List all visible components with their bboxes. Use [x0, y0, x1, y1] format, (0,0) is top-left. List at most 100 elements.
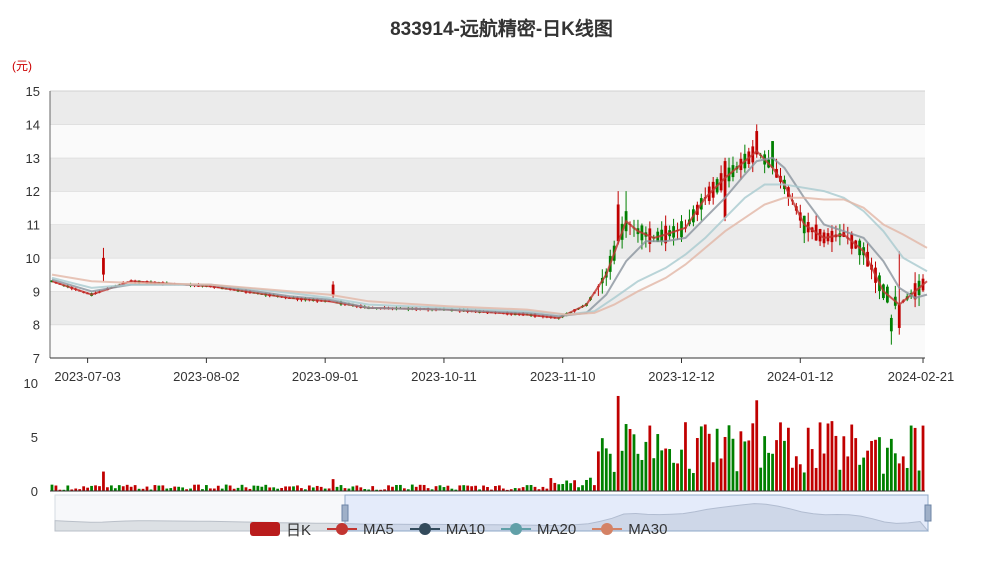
candle-body [897, 304, 901, 328]
volume-bar [466, 485, 470, 491]
legend-item-ma10[interactable]: MA10 [409, 521, 485, 538]
volume-bar [874, 439, 877, 491]
volume-bar [759, 467, 763, 491]
volume-bar [577, 487, 580, 491]
volume-bar [339, 485, 343, 491]
volume-bar [74, 488, 78, 491]
volume-bar [585, 479, 588, 491]
y-tick-label: 9 [33, 284, 40, 299]
grid-band [50, 324, 925, 358]
volume-bar [854, 438, 858, 491]
volume-bar [98, 486, 101, 491]
volume-bar [901, 456, 905, 491]
legend-item-ma5[interactable]: MA5 [327, 521, 394, 538]
volume-bar [882, 473, 885, 491]
volume-bar [458, 485, 462, 491]
volume-bar [383, 489, 386, 491]
grid-bands [50, 90, 925, 358]
volume-bar [866, 450, 869, 491]
volume-bar [715, 428, 719, 491]
legend-label: MA20 [537, 520, 577, 538]
volume-bar [399, 484, 402, 491]
candle-body [755, 131, 759, 155]
volume-bar [201, 489, 204, 491]
volume-bar [327, 488, 331, 491]
volume-bar [747, 440, 751, 491]
volume-bar [620, 450, 624, 491]
volume-bar [604, 448, 608, 491]
volume-bar [395, 485, 398, 491]
volume-bar [387, 485, 390, 491]
grid-band [50, 257, 925, 292]
ma-lines [51, 149, 928, 320]
volume-bar [189, 488, 192, 491]
zoom-handle [924, 504, 932, 522]
volume-bar [70, 489, 74, 491]
legend-swatch [592, 522, 623, 536]
volume-bar [58, 489, 62, 491]
volume-bar [232, 488, 236, 491]
volume-bar [86, 487, 89, 491]
volume-bar [280, 487, 284, 491]
volume-bar [296, 485, 299, 491]
volume-bar [676, 463, 679, 491]
volume-bar [343, 488, 347, 491]
volume-bar [850, 424, 854, 491]
volume-bar [802, 472, 806, 491]
y-tick-label: 13 [26, 151, 40, 166]
legend-item-ma30[interactable]: MA30 [592, 521, 667, 538]
volume-bar [216, 485, 220, 491]
y-tick-label: 8 [33, 318, 40, 333]
volume-bar [624, 424, 628, 491]
volume-bar [442, 487, 446, 491]
volume-bar [723, 436, 727, 491]
volume-tick-label: 5 [31, 430, 38, 445]
volume-bar [240, 484, 244, 491]
volume-bar [810, 449, 814, 491]
data-zoom-slider[interactable] [54, 494, 932, 532]
volume-bar [121, 486, 125, 491]
volume-bar [418, 484, 422, 491]
volume-bar [470, 486, 474, 491]
volume-bar [220, 488, 224, 491]
volume-bar [699, 426, 703, 491]
volume-bar [691, 473, 695, 491]
volume-bar [482, 485, 485, 491]
x-tick-label: 2024-01-12 [767, 369, 834, 384]
volume-bar [430, 489, 434, 491]
volume-bar [640, 459, 644, 491]
volume-bar [822, 453, 826, 491]
volume-bar [878, 437, 881, 491]
volume-bar [323, 488, 327, 491]
volume-bar [276, 488, 280, 491]
volume-bar [125, 484, 129, 491]
y-tick-label: 14 [26, 117, 40, 132]
date-axis: 2023-07-03 2023-08-02 2023-09-01 2023-10-11… [50, 357, 955, 384]
volume-bar [137, 488, 141, 491]
price-unit: (元) [12, 59, 32, 73]
x-tick-label: 2024-02-21 [888, 369, 955, 384]
volume-bar [90, 485, 93, 491]
ma-line-ma30 [51, 196, 928, 316]
volume-bar [581, 485, 584, 491]
volume-bar [474, 485, 478, 491]
volume-bar [391, 486, 394, 491]
volume-bar [684, 422, 687, 491]
volume-bar [129, 486, 133, 491]
volume-bar [311, 487, 315, 491]
volume-bar [181, 487, 185, 491]
volume-bar [814, 467, 818, 491]
legend-swatch [409, 522, 440, 536]
legend-item-日k[interactable]: 日K [250, 519, 311, 540]
volume-bar [525, 485, 529, 491]
volume-bar [517, 488, 521, 491]
legend-item-ma20[interactable]: MA20 [501, 521, 576, 538]
volume-bar [414, 486, 418, 491]
chart-legend: 日K MA5 MA10 MA20 MA30 [250, 517, 683, 541]
volume-bar [644, 441, 648, 491]
volume-bar [153, 485, 157, 491]
volume-bar [632, 434, 636, 491]
candle-body [889, 317, 893, 332]
volume-bar [711, 462, 715, 491]
volume-bar [897, 463, 901, 491]
